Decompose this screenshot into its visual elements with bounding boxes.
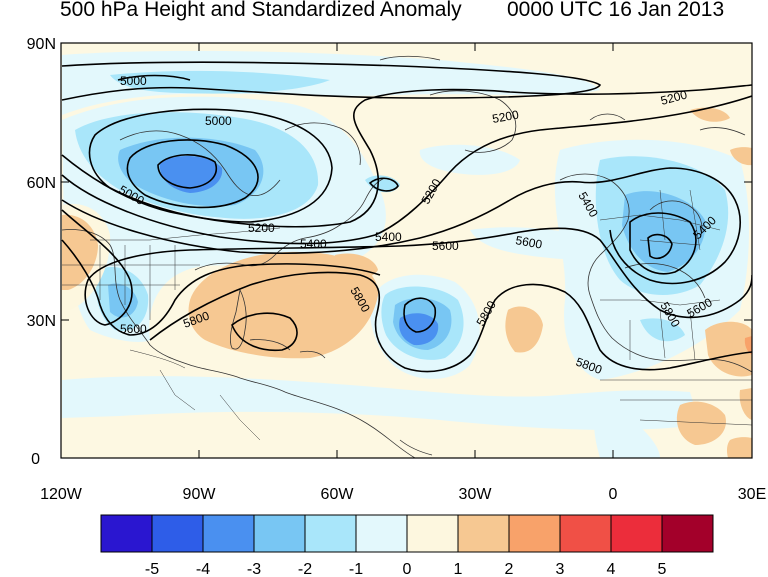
contour-label: 5000: [205, 114, 232, 128]
colorbar-swatch: [610, 514, 663, 553]
colorbar-swatch: [661, 514, 714, 553]
lon-label-90w: 90W: [183, 486, 217, 503]
colorbar-swatch: [304, 514, 357, 553]
borders: [62, 189, 752, 441]
lat-label-0: 0: [31, 451, 40, 468]
colorbar: [100, 514, 714, 553]
colorbar-swatch: [355, 514, 408, 553]
colorbar-labels: -5 -4 -3 -2 -1 0 1 2 3 4 5: [145, 561, 667, 577]
colorbar-swatch: [508, 514, 561, 553]
colorbar-label: -3: [247, 561, 261, 577]
lat-label-90n: 90N: [27, 36, 56, 53]
contour-label: 5200: [491, 107, 520, 125]
lat-label-60n: 60N: [27, 175, 56, 192]
colorbar-swatch: [559, 514, 612, 553]
axis-ticks: [60, 42, 753, 459]
lon-label-120w: 120W: [40, 486, 83, 503]
colorbar-label: -2: [298, 561, 312, 577]
colorbar-label: 3: [556, 561, 565, 577]
contour-label: 5600: [514, 233, 543, 251]
lat-label-30n: 30N: [27, 313, 56, 330]
lon-label-60w: 60W: [321, 486, 355, 503]
colorbar-swatch: [202, 514, 255, 553]
map-title: 500 hPa Height and Standardized Anomaly: [60, 0, 462, 21]
valid-time: 0000 UTC 16 Jan 2013: [507, 0, 725, 21]
lon-label-30e: 30E: [738, 486, 766, 503]
colorbar-label: 1: [454, 561, 463, 577]
height-contours: [61, 61, 752, 373]
contour-label: 5400: [300, 237, 327, 251]
coastlines: [61, 55, 752, 458]
colorbar-label: 5: [658, 561, 667, 577]
colorbar-swatch: [253, 514, 306, 553]
contour-label: 5600: [120, 322, 147, 336]
colorbar-label: 2: [505, 561, 514, 577]
contour-label: 5400: [375, 230, 402, 244]
colorbar-swatch: [457, 514, 510, 553]
colorbar-label: 0: [403, 561, 412, 577]
colorbar-label: -5: [145, 561, 159, 577]
contour-label: 5600: [432, 239, 459, 253]
contour-label: 5000: [120, 74, 147, 88]
map-frame: [60, 42, 753, 459]
colorbar-label: -4: [196, 561, 210, 577]
lon-label-30w: 30W: [459, 486, 493, 503]
contour-label: 5200: [248, 221, 275, 235]
colorbar-swatch: [100, 514, 153, 553]
latitude-labels: 90N 60N 30N 0: [27, 36, 56, 468]
colorbar-label: 4: [607, 561, 616, 577]
colorbar-swatch: [151, 514, 204, 553]
colorbar-swatch: [406, 514, 459, 553]
colorbar-label: -1: [349, 561, 363, 577]
longitude-labels: 120W 90W 60W 30W 0 30E: [40, 486, 766, 503]
lon-label-0: 0: [609, 486, 618, 503]
contour-label: 5200: [659, 87, 689, 108]
